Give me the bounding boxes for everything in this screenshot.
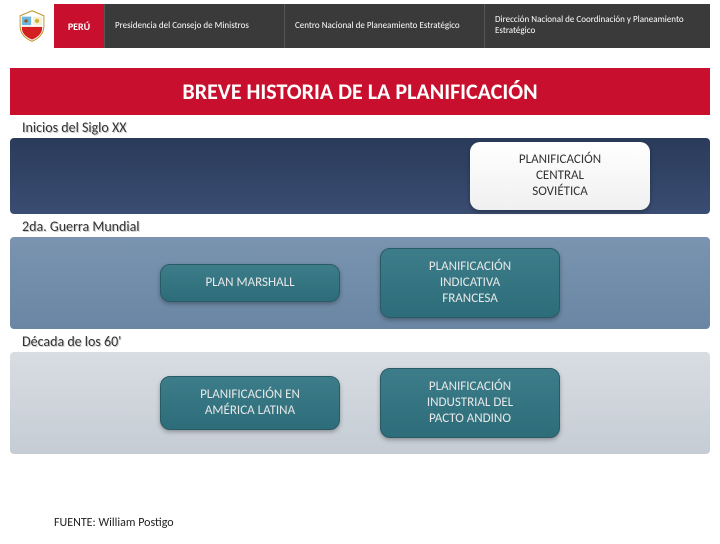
header-cell-direccion: Dirección Nacional de Coordinación y Pla… <box>484 4 710 48</box>
row-siglo-xx: PLANIFICACIÓN CENTRAL SOVIÉTICA <box>10 138 710 214</box>
card-andino-text: PLANIFICACIÓN INDUSTRIAL DEL PACTO ANDIN… <box>427 379 513 427</box>
header-bar: PERÚ Presidencia del Consejo de Ministro… <box>10 4 710 48</box>
card-latam: PLANIFICACIÓN EN AMÉRICA LATINA <box>160 376 340 431</box>
header-cell-ceplan: Centro Nacional de Planeamiento Estratég… <box>284 4 484 48</box>
peru-label: PERÚ <box>54 4 104 48</box>
row-guerra: PLAN MARSHALL PLANIFICACIÓN INDICATIVA F… <box>10 237 710 329</box>
card-sovietica: PLANIFICACIÓN CENTRAL SOVIÉTICA <box>470 142 650 211</box>
header-cell-presidencia: Presidencia del Consejo de Ministros <box>104 4 284 48</box>
source-citation: FUENTE: William Postigo <box>54 516 174 530</box>
card-francesa-text: PLANIFICACIÓN INDICATIVA FRANCESA <box>429 259 511 307</box>
card-latam-text: PLANIFICACIÓN EN AMÉRICA LATINA <box>200 387 300 418</box>
card-marshall: PLAN MARSHALL <box>160 264 340 302</box>
section-label-siglo-xx: Inicios del Siglo XX <box>22 119 720 136</box>
escudo-peru-icon <box>10 4 54 48</box>
page-title: BREVE HISTORIA DE LA PLANIFICACIÓN <box>10 68 710 115</box>
section-label-guerra: 2da. Guerra Mundial <box>22 218 720 235</box>
card-sovietica-text: PLANIFICACIÓN CENTRAL SOVIÉTICA <box>519 152 601 200</box>
card-andino: PLANIFICACIÓN INDUSTRIAL DEL PACTO ANDIN… <box>380 368 560 439</box>
row-sesenta: PLANIFICACIÓN EN AMÉRICA LATINA PLANIFIC… <box>10 352 710 454</box>
card-francesa: PLANIFICACIÓN INDICATIVA FRANCESA <box>380 248 560 319</box>
section-label-sesenta: Década de los 60' <box>22 333 720 350</box>
card-marshall-text: PLAN MARSHALL <box>205 275 294 290</box>
